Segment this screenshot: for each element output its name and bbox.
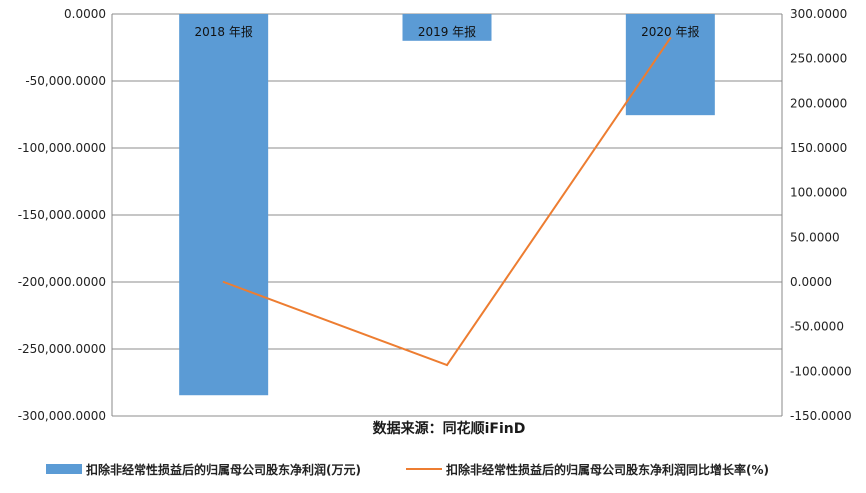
left-axis-ticks: 0.0000 -50,000.0000 -100,000.0000 -150,000.… (18, 7, 106, 423)
right-tick-label: -100.0000 (790, 364, 852, 378)
right-tick-label: 300.0000 (790, 7, 847, 21)
legend: 扣除非经常性损益后的归属母公司股东净利润(万元) 扣除非经常性损益后的归属母公司… (46, 462, 769, 477)
right-axis-ticks: 300.0000 250.0000 200.0000 150.0000 100.0000… (790, 7, 852, 423)
category-label: 2020 年报 (641, 24, 699, 39)
right-tick-label: -150.0000 (790, 409, 852, 423)
left-tick-label: 0.0000 (64, 7, 106, 21)
left-tick-label: -50,000.0000 (25, 74, 106, 88)
left-tick-label: -150,000.0000 (18, 208, 106, 222)
left-tick-label: -300,000.0000 (18, 409, 106, 423)
legend-swatch-bar (46, 464, 82, 474)
right-tick-label: 150.0000 (790, 141, 847, 155)
line-point (222, 281, 225, 283)
line-point (446, 364, 448, 367)
legend-label-bar: 扣除非经常性损益后的归属母公司股东净利润(万元) (86, 462, 361, 477)
left-tick-label: -200,000.0000 (18, 275, 106, 289)
right-tick-label: 250.0000 (790, 52, 847, 66)
right-tick-label: 100.0000 (790, 186, 847, 200)
source-note: 数据来源：同花顺iFinD (373, 420, 526, 437)
right-tick-label: 50.0000 (790, 230, 840, 244)
right-tick-label: -50.0000 (790, 320, 844, 334)
line-point (669, 37, 672, 40)
left-tick-label: -250,000.0000 (18, 342, 106, 356)
category-label: 2019 年报 (418, 24, 476, 39)
right-tick-label: 0.0000 (790, 275, 832, 289)
category-label: 2018 年报 (194, 24, 252, 39)
category-labels: 2018 年报 2019 年报 2020 年报 (194, 24, 699, 39)
right-tick-label: 200.0000 (790, 96, 847, 110)
left-tick-label: -100,000.0000 (18, 141, 106, 155)
growth-rate-line (223, 37, 672, 367)
bar-series (179, 14, 715, 396)
bar (402, 14, 492, 41)
bar (179, 14, 269, 396)
bar (625, 14, 715, 116)
line-series (222, 37, 672, 367)
legend-label-line: 扣除非经常性损益后的归属母公司股东净利润同比增长率(%) (446, 462, 769, 477)
